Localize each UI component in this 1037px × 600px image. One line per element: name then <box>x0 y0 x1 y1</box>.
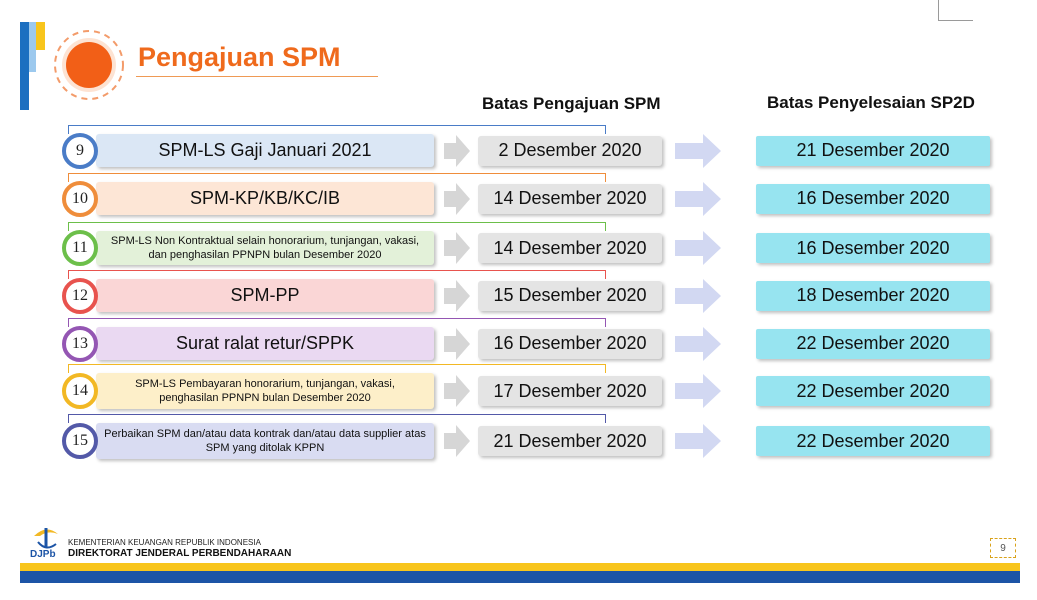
row-bracket <box>68 270 606 279</box>
sp2d-completion-deadline: 22 Desember 2020 <box>756 426 990 456</box>
arrow-right-icon <box>675 374 721 408</box>
sp2d-completion-deadline: 18 Desember 2020 <box>756 280 990 311</box>
row-number-badge: 10 <box>62 180 98 217</box>
row-bracket <box>68 173 606 182</box>
page-title: Pengajuan SPM <box>138 42 341 72</box>
submission-deadline: 15 Desember 2020 <box>478 280 662 311</box>
submission-deadline: 17 Desember 2020 <box>478 376 662 406</box>
row-bracket <box>68 318 606 327</box>
corner-decoration <box>938 0 973 21</box>
arrow-right-icon <box>444 375 470 407</box>
sp2d-completion-deadline: 16 Desember 2020 <box>756 233 990 263</box>
row-number-badge: 9 <box>62 132 98 169</box>
arrow-right-icon <box>675 424 721 458</box>
footer-band-blue <box>20 571 1020 583</box>
submission-deadline: 16 Desember 2020 <box>478 328 662 359</box>
djpb-logo-icon <box>34 528 58 549</box>
accent-bar-blue <box>20 22 29 110</box>
row-label: SPM-LS Pembayaran honorarium, tunjangan,… <box>96 373 434 409</box>
sp2d-completion-deadline: 16 Desember 2020 <box>756 183 990 214</box>
footer-band-yellow <box>20 563 1020 571</box>
arrow-right-icon <box>444 425 470 457</box>
arrow-right-icon <box>675 133 721 168</box>
footer-directorate: DIREKTORAT JENDERAL PERBENDAHARAAN <box>68 548 292 559</box>
sp2d-completion-deadline: 22 Desember 2020 <box>756 328 990 359</box>
page-number: 9 <box>990 538 1016 558</box>
arrow-right-icon <box>444 182 470 215</box>
sp2d-completion-deadline: 21 Desember 2020 <box>756 135 990 166</box>
sun-icon <box>54 30 124 100</box>
row-label: SPM-PP <box>96 279 434 312</box>
row-number-badge: 11 <box>62 230 98 266</box>
accent-bar-yellow <box>36 22 45 50</box>
row-number-badge: 15 <box>62 423 98 459</box>
sp2d-completion-deadline: 22 Desember 2020 <box>756 376 990 406</box>
row-bracket <box>68 364 606 373</box>
submission-deadline: 14 Desember 2020 <box>478 233 662 263</box>
title-underline <box>136 76 378 77</box>
header-batas-penyelesaian: Batas Penyelesaian SP2D <box>767 93 975 112</box>
arrow-right-icon <box>444 327 470 360</box>
submission-deadline: 21 Desember 2020 <box>478 426 662 456</box>
arrow-right-icon <box>444 279 470 312</box>
arrow-right-icon <box>675 326 721 361</box>
row-label: SPM-LS Gaji Januari 2021 <box>96 134 434 167</box>
logo-text: DJPb <box>30 549 56 560</box>
arrow-right-icon <box>444 232 470 264</box>
footer-ministry: KEMENTERIAN KEUANGAN REPUBLIK INDONESIA <box>68 538 261 547</box>
row-bracket <box>68 414 606 423</box>
submission-deadline: 14 Desember 2020 <box>478 183 662 214</box>
row-number-badge: 13 <box>62 325 98 362</box>
submission-deadline: 2 Desember 2020 <box>478 135 662 166</box>
row-label: Surat ralat retur/SPPK <box>96 327 434 360</box>
row-number-badge: 14 <box>62 373 98 409</box>
row-bracket <box>68 222 606 231</box>
row-label: SPM-LS Non Kontraktual selain honorarium… <box>96 231 434 265</box>
arrow-right-icon <box>444 134 470 167</box>
arrow-right-icon <box>675 278 721 313</box>
row-number-badge: 12 <box>62 277 98 314</box>
header-batas-pengajuan: Batas Pengajuan SPM <box>482 94 661 113</box>
arrow-right-icon <box>675 231 721 265</box>
row-label: SPM-KP/KB/KC/IB <box>96 182 434 215</box>
arrow-right-icon <box>675 181 721 216</box>
row-label: Perbaikan SPM dan/atau data kontrak dan/… <box>96 423 434 459</box>
accent-bar-light <box>29 22 36 72</box>
row-bracket <box>68 125 606 134</box>
